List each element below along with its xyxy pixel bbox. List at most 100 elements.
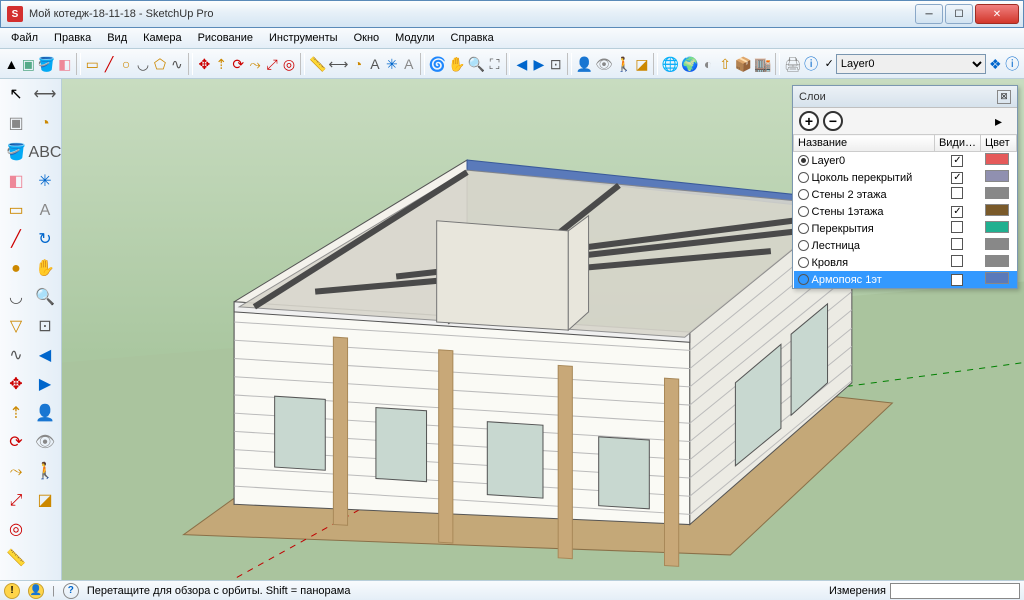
- layer-visible-checkbox[interactable]: [951, 187, 963, 199]
- text-icon[interactable]: A: [367, 52, 382, 76]
- protractor-icon[interactable]: ◔: [350, 52, 365, 76]
- layer-active-radio[interactable]: [798, 240, 809, 251]
- zoomext-icon[interactable]: ⊡: [548, 52, 563, 76]
- eraser-icon[interactable]: ◧: [2, 168, 30, 196]
- layer-row[interactable]: Стены 2 этажа: [794, 186, 1017, 203]
- close-button[interactable]: ✕: [975, 4, 1019, 24]
- scale-icon[interactable]: ⤢: [265, 52, 280, 76]
- tape-icon[interactable]: 📏: [309, 52, 326, 76]
- layer-color-swatch[interactable]: [985, 272, 1009, 284]
- rect-icon[interactable]: ▭: [2, 197, 30, 225]
- status-alert-icon[interactable]: !: [4, 583, 20, 599]
- sharemodel-icon[interactable]: 📦: [735, 52, 752, 76]
- 3dtext-icon[interactable]: A: [401, 52, 416, 76]
- layer-color-swatch[interactable]: [985, 255, 1009, 267]
- eraser-icon[interactable]: ◧: [57, 52, 72, 76]
- menu-Рисование[interactable]: Рисование: [191, 29, 260, 47]
- position-icon[interactable]: 👤: [31, 400, 59, 428]
- layer-visible-checkbox[interactable]: [951, 255, 963, 267]
- layer-row[interactable]: Перекрытия: [794, 220, 1017, 237]
- position-icon[interactable]: 👤: [576, 52, 593, 76]
- layer-active-radio[interactable]: [798, 223, 809, 234]
- zoomext-icon[interactable]: ⊡: [31, 313, 59, 341]
- layers-panel-title[interactable]: Слои ⊠: [793, 86, 1017, 108]
- rotate-icon[interactable]: ⟳: [231, 52, 246, 76]
- paint-icon[interactable]: 🪣: [38, 52, 55, 76]
- layer-row[interactable]: Лестница: [794, 237, 1017, 254]
- offset-icon[interactable]: ◎: [282, 52, 297, 76]
- measurements-input[interactable]: [890, 583, 1020, 599]
- info-icon[interactable]: ⓘ: [1005, 52, 1020, 76]
- layer-row[interactable]: Layer0✓: [794, 152, 1017, 170]
- layer-color-swatch[interactable]: [985, 221, 1009, 233]
- line-icon[interactable]: ╱: [2, 226, 30, 254]
- axes-icon[interactable]: ✳: [31, 168, 59, 196]
- layer-row[interactable]: Армопояс 1эт✓: [794, 271, 1017, 288]
- walk-icon[interactable]: 🚶: [31, 458, 59, 486]
- circle-icon[interactable]: ○: [119, 52, 134, 76]
- section-icon[interactable]: ◪: [31, 487, 59, 515]
- google-icon[interactable]: 🌐: [662, 52, 679, 76]
- polygon-icon[interactable]: ⬠: [152, 52, 167, 76]
- tape-icon[interactable]: 📏: [2, 545, 30, 573]
- layer-visible-checkbox[interactable]: [951, 238, 963, 250]
- layer-visible-checkbox[interactable]: ✓: [951, 206, 963, 218]
- menu-Вид[interactable]: Вид: [100, 29, 134, 47]
- status-person-icon[interactable]: 👤: [28, 583, 44, 599]
- menu-Инструменты[interactable]: Инструменты: [262, 29, 345, 47]
- layer-visible-checkbox[interactable]: ✓: [951, 172, 963, 184]
- pan-icon[interactable]: ✋: [31, 255, 59, 283]
- axes-icon[interactable]: ✳: [384, 52, 399, 76]
- scale-icon[interactable]: ⤢: [2, 487, 30, 515]
- maximize-button[interactable]: ☐: [945, 4, 973, 24]
- orbit-icon[interactable]: 🌀: [429, 52, 446, 76]
- layer-row[interactable]: Цоколь перекрытий✓: [794, 169, 1017, 186]
- 3dtext-icon[interactable]: A: [31, 197, 59, 225]
- make-icon[interactable]: ▣: [2, 110, 30, 138]
- arc-icon[interactable]: ◡: [136, 52, 151, 76]
- layer-color-swatch[interactable]: [985, 170, 1009, 182]
- move-icon[interactable]: ✥: [197, 52, 212, 76]
- layer-dropdown[interactable]: Layer0: [836, 54, 986, 74]
- pan-icon[interactable]: ✋: [448, 52, 465, 76]
- paint-icon[interactable]: 🪣: [2, 139, 30, 167]
- col-color[interactable]: Цвет: [981, 135, 1017, 152]
- minimize-button[interactable]: ─: [915, 4, 943, 24]
- freehand-icon[interactable]: ∿: [169, 52, 184, 76]
- layer-color-swatch[interactable]: [985, 204, 1009, 216]
- prev-icon[interactable]: ◀: [514, 52, 529, 76]
- move-icon[interactable]: ✥: [2, 371, 30, 399]
- rotate-icon[interactable]: ⟳: [2, 429, 30, 457]
- zoom-icon[interactable]: 🔍: [468, 52, 485, 76]
- layer-active-radio[interactable]: [798, 257, 809, 268]
- layer-active-radio[interactable]: [798, 189, 809, 200]
- freehand-icon[interactable]: ∿: [2, 342, 30, 370]
- warehouse-icon[interactable]: 🏬: [754, 52, 771, 76]
- orbit-icon[interactable]: ↻: [31, 226, 59, 254]
- select-icon[interactable]: ↖: [2, 81, 30, 109]
- viewport[interactable]: Слои ⊠ + − ▸ Название Види… Цвет Layer0✓…: [62, 79, 1024, 580]
- menu-Правка[interactable]: Правка: [47, 29, 98, 47]
- menu-Модули[interactable]: Модули: [388, 29, 441, 47]
- status-help-icon[interactable]: ?: [63, 583, 79, 599]
- layer-row[interactable]: Стены 1этажа✓: [794, 203, 1017, 220]
- layer-visible-checkbox[interactable]: ✓: [951, 274, 963, 286]
- layer-color-swatch[interactable]: [985, 238, 1009, 250]
- polygon-icon[interactable]: ▽: [2, 313, 30, 341]
- circle-icon[interactable]: ●: [2, 255, 30, 283]
- menu-Камера[interactable]: Камера: [136, 29, 188, 47]
- layer-visible-checkbox[interactable]: [951, 221, 963, 233]
- pushpull-icon[interactable]: ⇡: [2, 400, 30, 428]
- menu-Окно[interactable]: Окно: [347, 29, 387, 47]
- next-icon[interactable]: ▶: [31, 371, 59, 399]
- pushpull-icon[interactable]: ⇡: [214, 52, 229, 76]
- prev-icon[interactable]: ◀: [31, 342, 59, 370]
- lookaround-icon[interactable]: 👁: [595, 52, 613, 76]
- arc-icon[interactable]: ◡: [2, 284, 30, 312]
- toggle-icon[interactable]: ◐: [701, 52, 716, 76]
- walk-icon[interactable]: 🚶: [615, 52, 632, 76]
- select-icon[interactable]: ▲: [4, 52, 19, 76]
- remove-layer-button[interactable]: −: [823, 111, 843, 131]
- dim-icon[interactable]: ⟷: [31, 81, 59, 109]
- panel-close-icon[interactable]: ⊠: [997, 90, 1011, 104]
